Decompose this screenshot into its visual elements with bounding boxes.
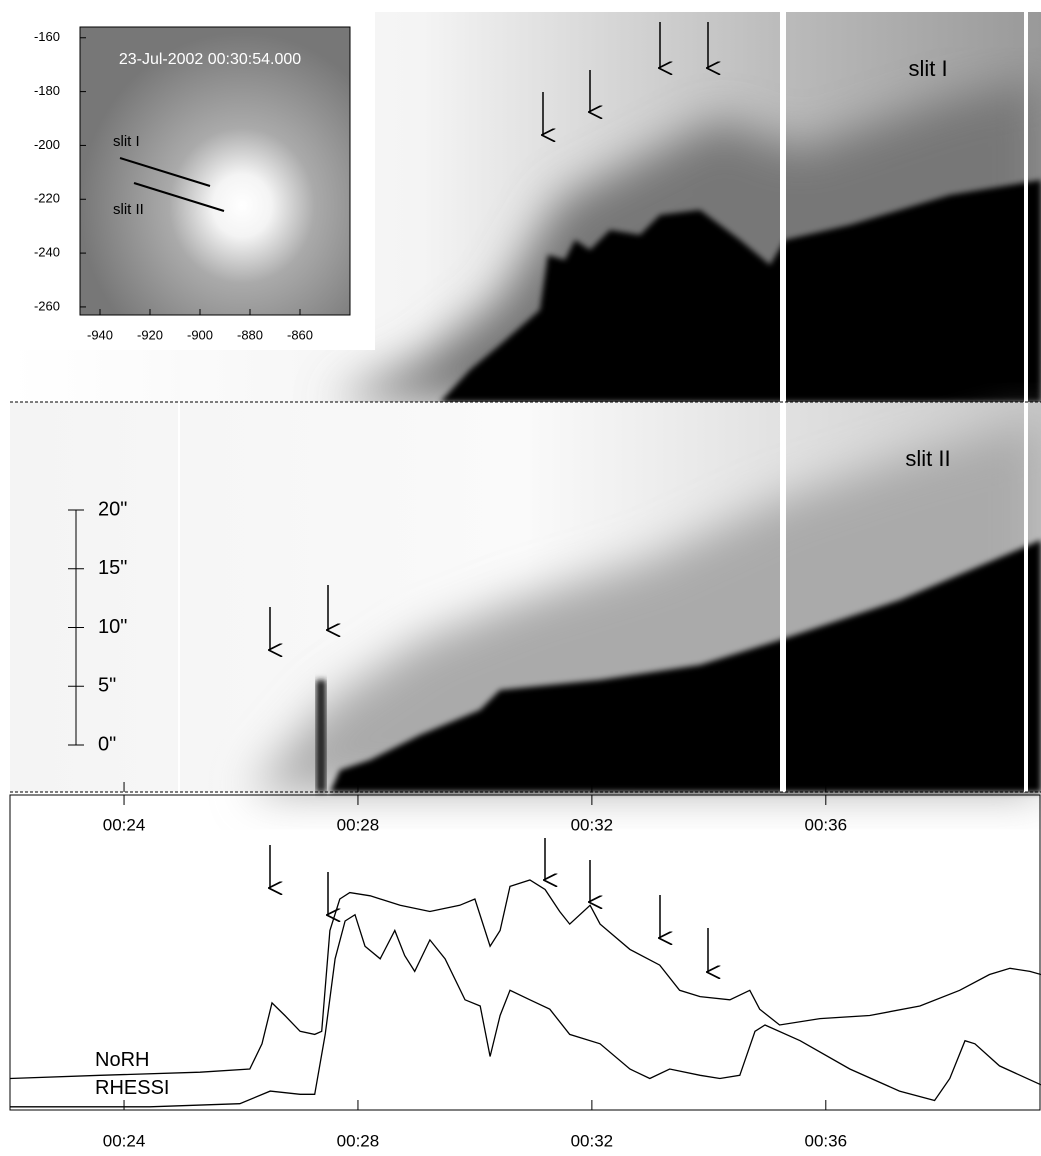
- y-tick-label: -160: [34, 29, 60, 44]
- y-tick-label: -220: [34, 191, 60, 206]
- inset-slit-label: slit I: [113, 133, 140, 150]
- y-tick-label: -180: [34, 83, 60, 98]
- x-tick-label: 00:28: [337, 815, 380, 834]
- x-tick-label: 00:32: [571, 1131, 614, 1150]
- arrows: [270, 22, 708, 972]
- x-tick-label: 00:24: [103, 815, 146, 834]
- x-tick-label: 00:24: [103, 1131, 146, 1150]
- x-tick-label: 00:32: [571, 815, 614, 834]
- x-tick-label: -900: [187, 327, 213, 342]
- inset: 23-Jul-2002 00:30:54.000 slit I slit II: [10, 12, 375, 350]
- series-line: [10, 913, 1041, 1108]
- scale-tick-label: 20": [98, 498, 127, 520]
- scale-tick-label: 10": [98, 616, 127, 638]
- series-label: RHESSI: [95, 1077, 169, 1099]
- scale-tick-label: 5": [98, 675, 116, 697]
- x-tick-label: 00:36: [805, 815, 848, 834]
- x-tick-label: -920: [137, 327, 163, 342]
- scale-tick-label: 0": [98, 733, 116, 755]
- stack-plot-image: [10, 12, 1041, 793]
- inset-title: 23-Jul-2002 00:30:54.000: [119, 51, 301, 68]
- x-tick-label: -940: [87, 327, 113, 342]
- panel-label: slit I: [908, 56, 947, 81]
- lightcurve-frame: [9, 794, 1041, 1111]
- scale-tick-label: 15": [98, 557, 127, 579]
- x-tick-label: -860: [287, 327, 313, 342]
- panel-label: slit II: [905, 446, 950, 471]
- x-tick-label: -880: [237, 327, 263, 342]
- x-tick-label: 00:28: [337, 1131, 380, 1150]
- y-tick-label: -240: [34, 245, 60, 260]
- x-tick-label: 00:36: [805, 1131, 848, 1150]
- y-tick-label: -200: [34, 137, 60, 152]
- y-tick-label: -260: [34, 298, 60, 313]
- inset-slit-label: slit II: [113, 201, 144, 218]
- series-label: NoRH: [95, 1049, 149, 1071]
- series-line: [9, 879, 1041, 1080]
